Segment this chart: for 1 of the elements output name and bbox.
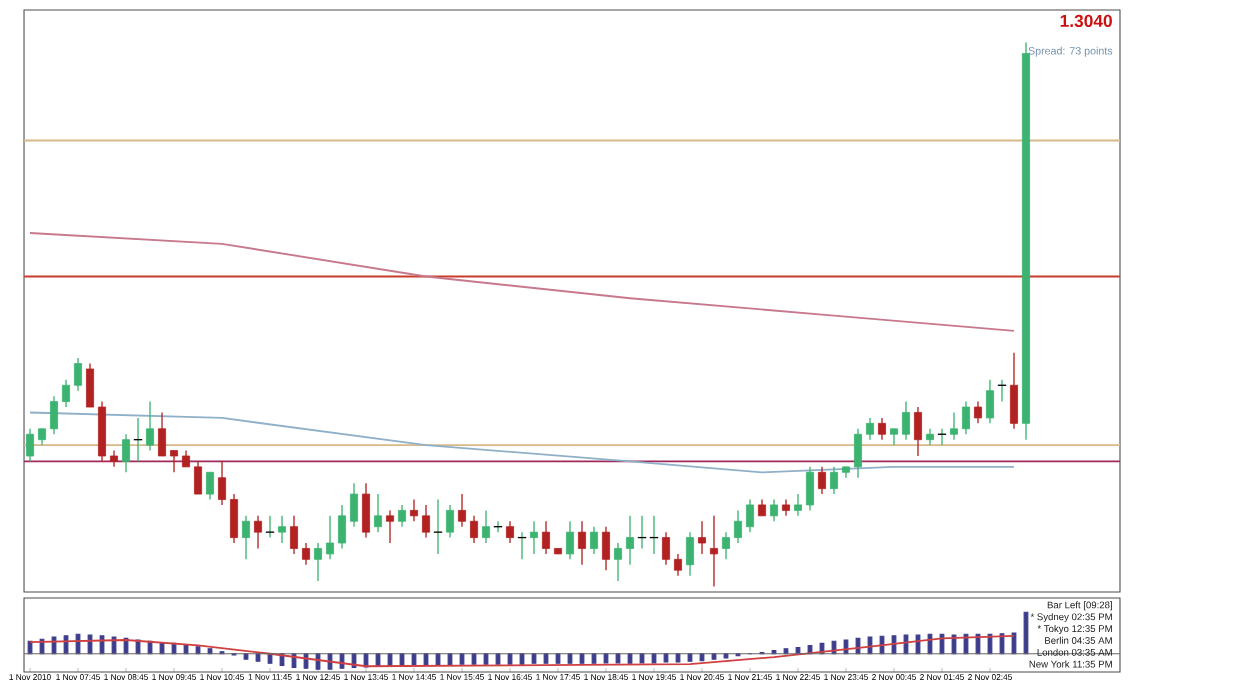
text: 1.3040: [1060, 14, 1112, 28]
